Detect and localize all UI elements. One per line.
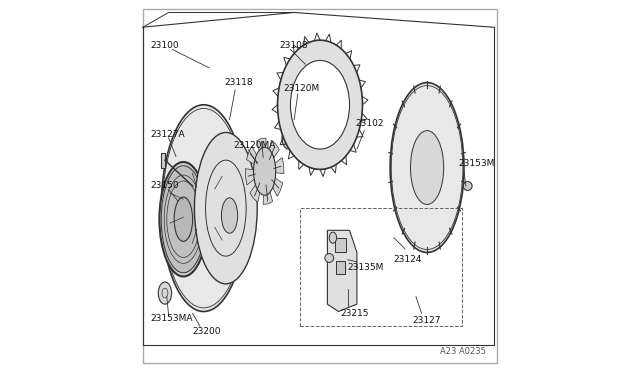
Ellipse shape xyxy=(174,197,193,241)
FancyBboxPatch shape xyxy=(336,261,345,274)
Text: 23127A: 23127A xyxy=(150,130,185,139)
Ellipse shape xyxy=(161,105,246,311)
Polygon shape xyxy=(245,169,259,185)
Polygon shape xyxy=(269,175,283,196)
FancyBboxPatch shape xyxy=(161,153,165,167)
Polygon shape xyxy=(246,146,260,167)
Polygon shape xyxy=(271,158,284,174)
Text: 23108: 23108 xyxy=(280,41,308,50)
Text: 23120M: 23120M xyxy=(283,84,319,93)
Text: 23102: 23102 xyxy=(355,119,383,128)
Ellipse shape xyxy=(282,127,295,149)
Ellipse shape xyxy=(329,232,337,243)
Polygon shape xyxy=(257,138,266,161)
Text: 23124: 23124 xyxy=(394,255,422,264)
Text: 23118: 23118 xyxy=(224,78,253,87)
Polygon shape xyxy=(328,230,357,311)
Polygon shape xyxy=(250,179,262,202)
Text: 23200: 23200 xyxy=(193,327,221,336)
Ellipse shape xyxy=(221,198,237,233)
FancyBboxPatch shape xyxy=(335,238,346,253)
Ellipse shape xyxy=(278,40,362,169)
Ellipse shape xyxy=(195,132,257,284)
Ellipse shape xyxy=(159,162,207,276)
Ellipse shape xyxy=(390,83,464,253)
Ellipse shape xyxy=(410,131,444,205)
Text: 23153MA: 23153MA xyxy=(150,314,193,323)
Ellipse shape xyxy=(158,282,172,304)
Text: 23100: 23100 xyxy=(150,41,179,50)
Ellipse shape xyxy=(291,61,349,149)
Ellipse shape xyxy=(161,166,205,273)
Text: 23135M: 23135M xyxy=(348,263,384,272)
Ellipse shape xyxy=(253,147,276,195)
Text: 23215: 23215 xyxy=(340,309,369,318)
Text: 23120MA: 23120MA xyxy=(233,141,276,150)
Text: 23153M: 23153M xyxy=(458,159,495,169)
Text: 23150: 23150 xyxy=(150,182,179,190)
Circle shape xyxy=(324,254,333,262)
Text: A23 A0235: A23 A0235 xyxy=(440,347,486,356)
Circle shape xyxy=(463,182,472,190)
Polygon shape xyxy=(267,140,279,164)
Polygon shape xyxy=(263,181,273,204)
Text: 23127: 23127 xyxy=(412,316,441,325)
